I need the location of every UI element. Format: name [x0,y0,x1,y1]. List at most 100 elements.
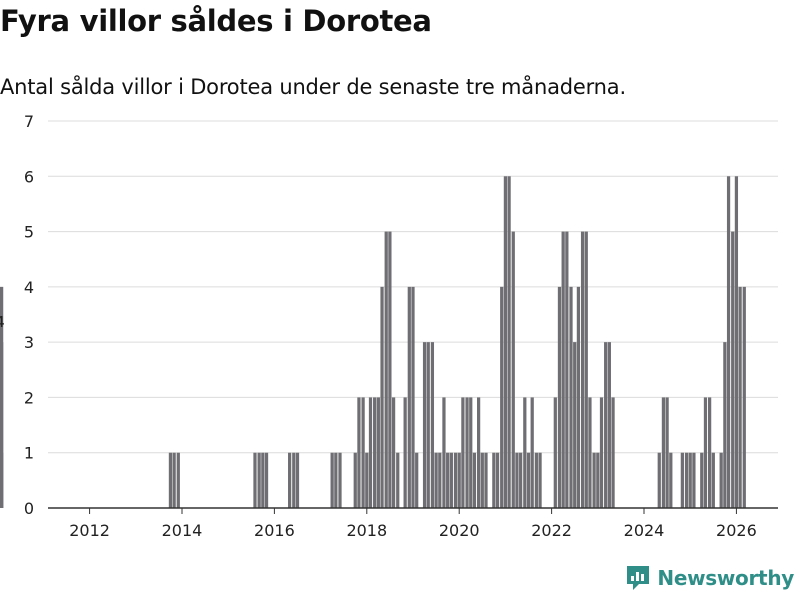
y-axis-tick-labels: 0 1 2 3 4 5 6 7 [24,112,34,518]
x-tick-label: 2016 [254,521,295,540]
y-tick-label: 7 [24,112,34,131]
bar [669,452,673,508]
bar [607,342,611,508]
bar [515,452,519,508]
data-labels: 4 [0,313,5,331]
bar [553,397,557,508]
bar [665,397,669,508]
bar [731,231,735,509]
bar [442,397,446,508]
bar [534,452,538,508]
x-tick-label: 2022 [531,521,572,540]
bar [703,397,708,508]
newsworthy-logo-icon [627,566,650,590]
bar [365,452,369,508]
bar [430,342,435,508]
bar [461,397,465,508]
bar [684,452,689,508]
bar [500,286,504,508]
bar [446,452,450,508]
x-tick-label: 2014 [162,521,203,540]
bar [538,452,542,508]
bar [530,397,534,508]
bar [507,176,511,509]
bar [569,286,573,508]
bar [453,452,458,508]
bar [172,452,176,508]
bar [719,452,723,508]
bar [657,452,661,508]
bar [338,452,342,508]
bar [396,452,400,508]
bar [592,452,596,508]
bar [403,397,407,508]
bar [168,452,173,508]
bar [353,452,357,508]
bar [580,231,585,509]
bar [661,397,666,508]
bar [330,452,334,508]
bar [264,452,269,508]
bar [469,397,473,508]
bar [472,452,477,508]
bar [495,452,500,508]
bar [422,342,427,508]
x-axis: 2012 2014 2016 2018 2020 2022 2024 2026 [48,507,778,540]
bar [511,231,515,509]
bar [357,397,361,508]
bar [708,397,712,508]
bar [588,397,592,508]
bar [384,231,388,509]
bar [361,397,365,508]
bar [596,452,600,508]
bar [711,452,715,508]
y-tick-label: 2 [24,388,34,407]
bar [700,452,704,508]
bar [738,286,742,508]
bar [492,452,496,508]
bar [253,452,257,508]
chart-title: Fyra villor såldes i Dorotea [0,4,432,38]
bar [438,452,442,508]
bar [599,397,604,508]
bar [295,452,300,508]
bar [484,452,488,508]
bar [0,286,4,508]
bar [257,452,261,508]
bar [604,342,608,508]
y-tick-label: 1 [24,444,34,463]
bar [261,452,265,508]
bar [561,231,565,509]
bar [688,452,692,508]
bar [526,452,531,508]
newsworthy-logo[interactable]: Newsworthy [625,564,794,592]
y-tick-label: 5 [24,223,34,242]
bar [373,397,377,508]
bar [449,452,453,508]
bar [376,397,380,508]
bar [391,397,396,508]
y-tick-label: 6 [24,167,34,186]
brand-name: Newsworthy [657,566,794,590]
bar [415,452,419,508]
bar [380,286,384,508]
bar [368,397,373,508]
bar [288,452,292,508]
y-tick-label: 3 [24,333,34,352]
bar [584,231,588,509]
bar [334,452,338,508]
bar [576,286,581,508]
bar [292,452,296,508]
highlight-data-label: 4 [0,313,5,331]
bar [426,342,430,508]
bar [519,452,523,508]
y-tick-label: 4 [24,278,34,297]
bar [692,452,696,508]
bar [523,397,527,508]
chart-subtitle: Antal sålda villor i Dorotea under de se… [0,75,626,99]
bar [565,231,569,509]
x-tick-label: 2024 [624,521,665,540]
bar [573,342,577,508]
bar [503,176,508,509]
bar [611,397,615,508]
